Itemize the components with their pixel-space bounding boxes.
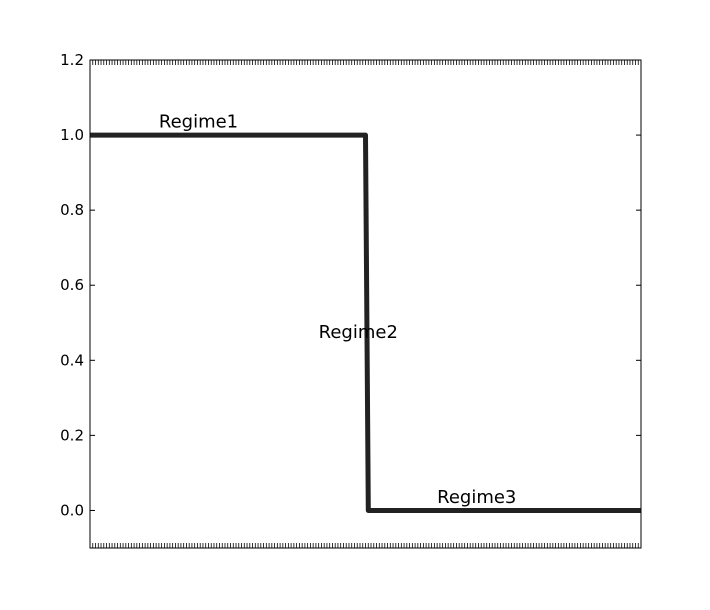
annotation-label: Regime3 — [437, 487, 516, 508]
annotations: Regime1 Regime2 Regime3 — [159, 112, 517, 508]
series-line — [90, 132, 641, 513]
y-tick-label: 0.0 — [60, 501, 84, 519]
y-tick-labels: 0.0 0.2 0.4 0.6 0.8 1.0 1.2 — [60, 51, 84, 519]
annotation-label: Regime1 — [159, 112, 238, 133]
y-tick-label: 0.6 — [60, 276, 84, 294]
plot-frame — [89, 59, 642, 549]
tick-marks — [89, 59, 642, 548]
y-tick-label: 1.2 — [60, 51, 84, 69]
y-tick-label: 0.4 — [60, 351, 84, 369]
annotation-label: Regime2 — [319, 322, 398, 343]
y-tick-label: 0.8 — [60, 201, 84, 219]
y-tick-label: 1.0 — [60, 126, 84, 144]
y-tick-label: 0.2 — [60, 426, 84, 444]
series-layer — [90, 132, 641, 513]
